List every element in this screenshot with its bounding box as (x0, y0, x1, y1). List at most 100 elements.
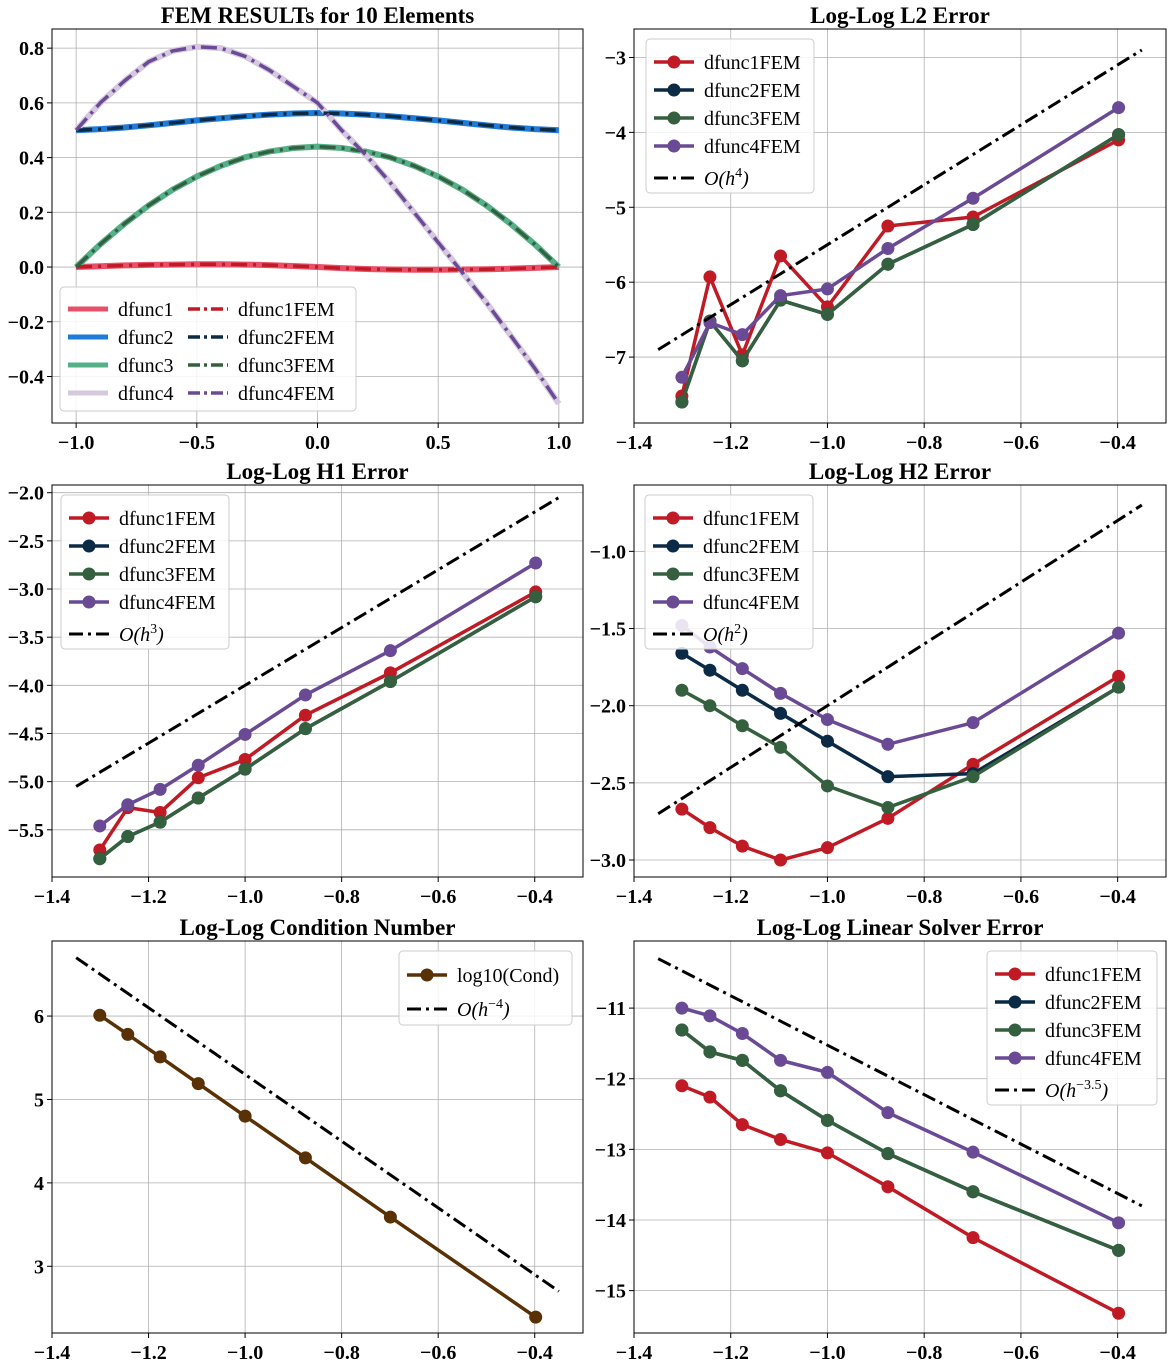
legend-marker (666, 539, 680, 553)
y-tick-label: −3 (605, 47, 626, 69)
series-dfunc1fem-line (681, 1084, 1120, 1315)
legend-label: dfunc2FEM (703, 536, 800, 558)
y-tick-label: −2.5 (590, 773, 626, 795)
series-dfunc1fem-point (675, 802, 689, 816)
axes-frame (633, 940, 1167, 1334)
series-dfunc4fem-point (298, 688, 312, 702)
x-tick-label: −1.0 (227, 1342, 263, 1364)
y-tick-label: −14 (595, 1210, 626, 1232)
series-dfunc1fem-line (76, 262, 559, 272)
series-dfunc1fem-point (774, 1132, 788, 1146)
series-dfunc4fem-point (881, 1106, 895, 1120)
y-tick-label: −1.0 (590, 541, 626, 563)
series-dfunc3fem-point (735, 1053, 749, 1067)
axes-frame (51, 940, 584, 1334)
series-dfunc4fem-point (1112, 1216, 1126, 1230)
legend-marker (420, 968, 434, 982)
y-tick-label: −3.5 (8, 627, 44, 649)
x-tick-label: 0.5 (426, 432, 451, 454)
series-dfunc4fem-point (881, 737, 895, 751)
x-tick-label: −0.5 (179, 432, 215, 454)
series-log10-cond--point (298, 1151, 312, 1165)
legend-marker (1008, 1051, 1022, 1065)
x-tick-label: −0.6 (1003, 432, 1039, 454)
series-dfunc1fem-point (298, 708, 312, 722)
series-dfunc3fem-point (298, 722, 312, 736)
series-log10-cond--point (191, 1077, 205, 1091)
chart-title: Log-Log H2 Error (809, 459, 991, 484)
y-tick-label: −11 (596, 998, 626, 1020)
series-dfunc3fem-point (703, 699, 717, 713)
series-dfunc3fem-point (238, 762, 252, 776)
series-dfunc4fem-point (735, 328, 749, 342)
y-tick-label: −4 (605, 122, 626, 144)
x-tick-label: −1.2 (713, 432, 749, 454)
series-group (75, 496, 560, 866)
legend-label: O(h4) (704, 166, 749, 190)
series-reference-line (657, 48, 1143, 351)
series-dfunc4fem-point (774, 686, 788, 700)
y-tick-label: −4.0 (8, 675, 44, 697)
panel-6: −1.4 −1.2 −1.0 −0.8 −0.6 −0.4 −15 −14 −13 −12 −11 L… (595, 915, 1167, 1364)
legend-label: O(h−3.5) (1045, 1078, 1109, 1102)
legend: log10(Cond) O(h−4) (398, 950, 573, 1026)
legend-label: dfunc1FEM (119, 508, 216, 530)
series-dfunc4fem-point (121, 798, 135, 812)
axes-frame (633, 484, 1167, 878)
legend-label: dfunc1FEM (704, 52, 801, 74)
legend-label: dfunc4FEM (703, 592, 800, 614)
series-dfunc1fem-point (774, 853, 788, 867)
x-tick-label: −0.8 (906, 1342, 942, 1364)
series-dfunc3fem-point (966, 770, 980, 784)
series-group (657, 503, 1143, 867)
series-dfunc4fem-point (238, 727, 252, 741)
series-dfunc1fem-point (881, 1180, 895, 1194)
legend-entry-dfunc1: dfunc1 (68, 299, 174, 321)
series-dfunc3fem-point (774, 740, 788, 754)
series-dfunc3fem-point (675, 395, 689, 409)
legend-entry-dfunc2: dfunc2 (68, 327, 174, 349)
series-group (75, 956, 560, 1324)
legend-marker (82, 511, 96, 525)
axes: −1.4 −1.2 −1.0 −0.8 −0.6 −0.4 −5.5 −5.0 −4.5 −4.0… (8, 483, 553, 908)
x-tick-label: −1.2 (713, 1342, 749, 1364)
series-dfunc2fem-point (703, 663, 717, 677)
series-dfunc3fem-point (703, 1045, 717, 1059)
series-dfunc3fem-point (820, 779, 834, 793)
axes-frame (51, 484, 584, 878)
series-dfunc3fem-point (93, 852, 107, 866)
legend-box (644, 494, 814, 650)
legend-label: dfunc3 (118, 355, 174, 377)
legend-label: dfunc2FEM (119, 536, 216, 558)
legend-entry-dfunc2fem: dfunc2FEM (188, 327, 335, 349)
legend-entry-dfunc2fem: dfunc2FEM (69, 536, 216, 558)
x-tick-label: −0.4 (1099, 886, 1135, 908)
legend-entry-reference: O(h2) (653, 622, 748, 646)
series-dfunc3fem-point (735, 354, 749, 368)
legend-entry-dfunc1fem: dfunc1FEM (654, 52, 801, 74)
legend-entry-dfunc1fem: dfunc1FEM (653, 508, 800, 530)
x-tick-label: −1.0 (809, 432, 845, 454)
legend-marker (667, 139, 681, 153)
series-dfunc2fem-point (774, 706, 788, 720)
series-dfunc4fem-point (735, 1027, 749, 1041)
legend-entry-dfunc3fem: dfunc3FEM (653, 564, 800, 586)
series-dfunc4fem-point (675, 370, 689, 384)
legend-marker (82, 567, 96, 581)
y-tick-label: −0.4 (8, 366, 44, 388)
y-tick-label: 0.8 (19, 38, 44, 60)
legend-label: dfunc1FEM (1045, 964, 1142, 986)
legend-label: dfunc2FEM (1045, 992, 1142, 1014)
legend-box (645, 38, 815, 194)
series-dfunc1fem-point (1112, 1306, 1126, 1320)
series-dfunc1fem-point (238, 752, 252, 766)
x-tick-label: −1.4 (616, 1342, 652, 1364)
axes: −1.4 −1.2 −1.0 −0.8 −0.6 −0.4 3 4 5 6 (34, 1006, 553, 1364)
series-dfunc1fem-point (820, 841, 834, 855)
legend-entry-reference: O(h−4) (407, 997, 510, 1021)
legend-label: dfunc4FEM (704, 136, 801, 158)
x-tick-label: −0.6 (420, 886, 456, 908)
y-tick-label: −2.0 (8, 483, 44, 505)
y-tick-label: −3.0 (590, 850, 626, 872)
legend-entry-dfunc4fem: dfunc4FEM (653, 592, 800, 614)
